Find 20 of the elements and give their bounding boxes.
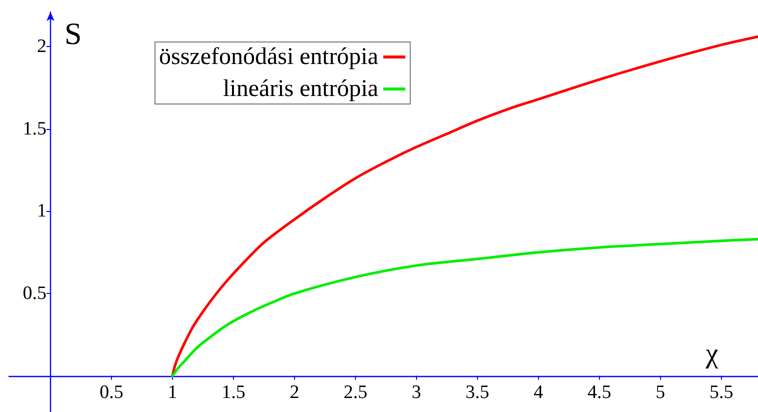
x-tick-label: 5.5 — [710, 382, 734, 403]
x-tick-label: 0.5 — [100, 382, 124, 403]
y-tick-label: 1 — [36, 200, 46, 222]
line-series — [171, 238, 758, 378]
legend-label: lineáris entrópia — [222, 76, 379, 102]
y-axis-title: S — [64, 16, 82, 51]
x-tick-label: 5 — [656, 382, 666, 403]
x-tick-label: 1.5 — [222, 382, 246, 403]
y-tick-label: 2 — [36, 36, 46, 58]
x-axis-title: χ — [704, 338, 719, 370]
x-tick-label: 4 — [534, 382, 544, 403]
legend-label: összefonódási entrópia — [158, 44, 379, 70]
x-tick-label: 1 — [168, 382, 178, 403]
x-tick-label: 2.5 — [344, 382, 368, 403]
x-tick-label: 3 — [412, 382, 422, 403]
y-tick-label: 1.5 — [22, 118, 46, 140]
x-tick-label: 3.5 — [466, 382, 490, 403]
x-tick-label: 4.5 — [588, 382, 612, 403]
y-tick-label: 0.5 — [22, 282, 46, 304]
x-tick-label: 2 — [290, 382, 300, 403]
